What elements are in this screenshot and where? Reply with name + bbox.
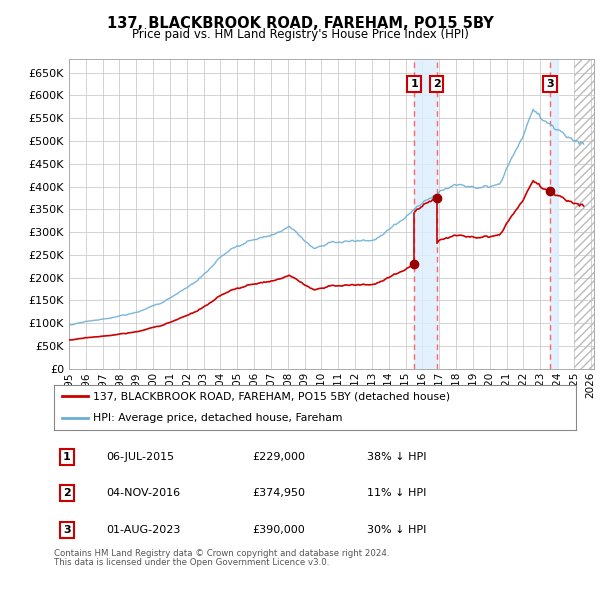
Text: £390,000: £390,000 [253, 525, 305, 535]
Text: Price paid vs. HM Land Registry's House Price Index (HPI): Price paid vs. HM Land Registry's House … [131, 28, 469, 41]
Text: £229,000: £229,000 [253, 452, 305, 461]
Text: 2: 2 [63, 489, 71, 498]
Text: 06-JUL-2015: 06-JUL-2015 [106, 452, 175, 461]
Text: 137, BLACKBROOK ROAD, FAREHAM, PO15 5BY: 137, BLACKBROOK ROAD, FAREHAM, PO15 5BY [107, 16, 493, 31]
Text: 1: 1 [63, 452, 71, 461]
Bar [550, 59, 559, 369]
Bar [574, 59, 594, 369]
Text: 11% ↓ HPI: 11% ↓ HPI [367, 489, 427, 498]
Text: 30% ↓ HPI: 30% ↓ HPI [367, 525, 427, 535]
Text: 3: 3 [546, 79, 554, 89]
Text: Contains HM Land Registry data © Crown copyright and database right 2024.: Contains HM Land Registry data © Crown c… [54, 549, 389, 558]
Text: 3: 3 [63, 525, 71, 535]
Text: 04-NOV-2016: 04-NOV-2016 [106, 489, 181, 498]
Text: This data is licensed under the Open Government Licence v3.0.: This data is licensed under the Open Gov… [54, 558, 329, 568]
Text: 01-AUG-2023: 01-AUG-2023 [106, 525, 181, 535]
Bar [414, 59, 437, 369]
Text: HPI: Average price, detached house, Fareham: HPI: Average price, detached house, Fare… [93, 414, 343, 424]
Text: £374,950: £374,950 [253, 489, 305, 498]
Text: 1: 1 [410, 79, 418, 89]
Text: 38% ↓ HPI: 38% ↓ HPI [367, 452, 427, 461]
Text: 2: 2 [433, 79, 440, 89]
Text: 137, BLACKBROOK ROAD, FAREHAM, PO15 5BY (detached house): 137, BLACKBROOK ROAD, FAREHAM, PO15 5BY … [93, 391, 450, 401]
